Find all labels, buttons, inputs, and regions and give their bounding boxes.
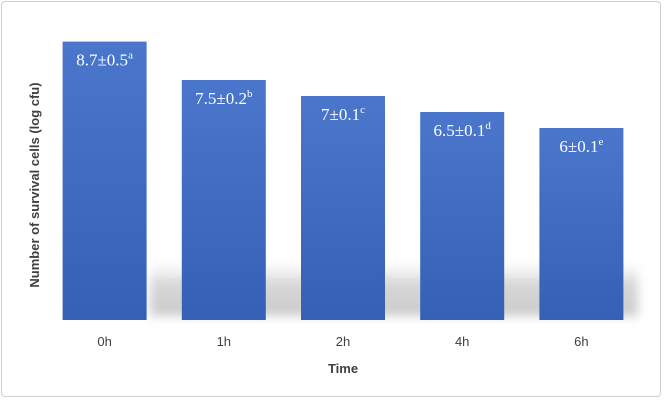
bar-series: 8.7±0.5a 7.5±0.2b 7±0.1c 6.5±0.1d 6±0.1e bbox=[62, 41, 624, 320]
bar-4h bbox=[420, 112, 505, 320]
x-axis-ticks: 0h 1h 2h 4h 6h bbox=[97, 334, 588, 349]
x-tick-0h: 0h bbox=[97, 334, 111, 349]
x-tick-2h: 2h bbox=[336, 334, 350, 349]
bar-0h bbox=[62, 41, 147, 320]
x-tick-6h: 6h bbox=[574, 334, 588, 349]
y-axis-title: Number of survival cells (log cfu) bbox=[27, 82, 42, 287]
data-label-6h: 6±0.1e bbox=[559, 136, 603, 156]
x-tick-4h: 4h bbox=[455, 334, 469, 349]
data-label-1h: 7.5±0.2b bbox=[195, 88, 253, 108]
x-tick-1h: 1h bbox=[217, 334, 231, 349]
bar-2h bbox=[301, 96, 385, 320]
data-label-2h: 7±0.1c bbox=[321, 104, 365, 124]
data-label-4h: 6.5±0.1d bbox=[434, 120, 492, 140]
bar-1h bbox=[181, 80, 266, 320]
data-label-0h: 8.7±0.5a bbox=[76, 50, 133, 70]
x-axis-title: Time bbox=[328, 361, 358, 376]
bar-6h bbox=[539, 128, 624, 320]
